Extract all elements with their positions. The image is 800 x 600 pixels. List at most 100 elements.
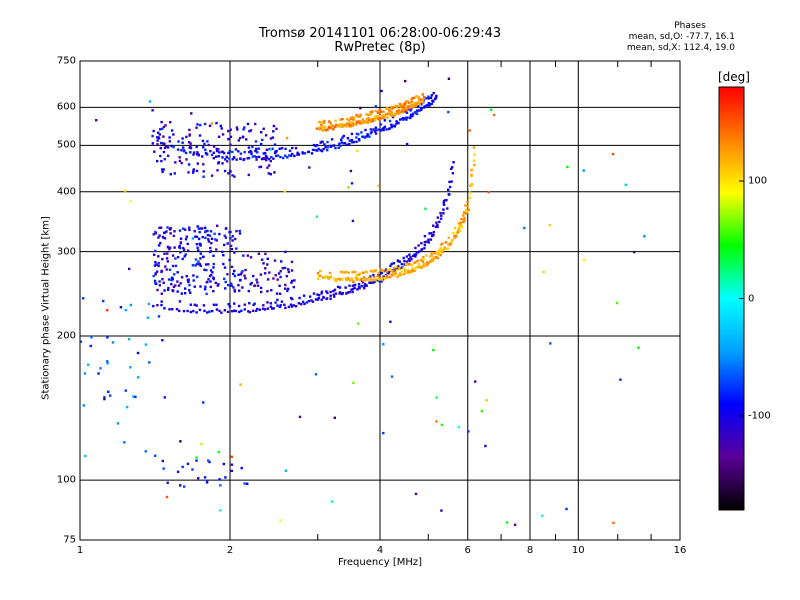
data-point	[386, 276, 389, 279]
data-point	[359, 122, 362, 125]
data-point	[406, 100, 409, 103]
data-point	[165, 257, 169, 260]
title-line-1: Tromsø 20141101 06:28:00-06:29:43	[258, 26, 502, 41]
data-point	[440, 509, 443, 512]
data-point	[230, 455, 233, 458]
data-point	[333, 295, 336, 298]
data-point	[144, 450, 147, 453]
data-point	[390, 262, 393, 266]
data-point	[198, 262, 201, 266]
data-point	[427, 95, 430, 98]
data-point	[435, 396, 438, 399]
data-point	[398, 260, 401, 263]
data-point	[268, 147, 271, 151]
data-point	[107, 390, 110, 393]
data-point	[231, 150, 234, 154]
data-point	[227, 283, 230, 287]
data-point	[378, 278, 381, 281]
data-point	[202, 146, 205, 149]
data-point	[203, 476, 207, 479]
data-point	[173, 172, 176, 175]
data-point	[217, 283, 220, 286]
data-point	[430, 259, 434, 263]
data-point	[249, 256, 253, 259]
data-point	[174, 257, 177, 260]
data-point	[409, 116, 412, 120]
data-point	[322, 147, 325, 151]
data-point	[364, 128, 367, 132]
data-point	[397, 121, 400, 125]
data-point	[244, 277, 247, 280]
data-point	[293, 279, 296, 282]
data-point	[382, 126, 385, 130]
data-point	[290, 260, 294, 264]
data-point	[296, 151, 299, 154]
data-point	[259, 165, 263, 168]
data-point	[153, 253, 156, 256]
data-point	[156, 136, 159, 139]
data-point	[161, 339, 164, 342]
data-point	[281, 267, 284, 270]
data-point	[156, 143, 159, 146]
data-point	[324, 146, 327, 149]
data-point	[179, 484, 182, 487]
data-point	[338, 123, 341, 126]
data-point	[169, 121, 172, 124]
data-point	[414, 266, 418, 269]
data-point	[168, 268, 172, 271]
data-point	[374, 115, 377, 118]
data-point	[397, 108, 401, 112]
data-point	[221, 150, 224, 153]
data-point	[409, 256, 412, 259]
data-point	[323, 125, 327, 128]
data-point	[271, 147, 274, 150]
data-point	[362, 279, 365, 282]
data-point	[377, 184, 380, 187]
data-point	[280, 300, 284, 303]
data-point	[548, 223, 552, 227]
data-point	[191, 237, 195, 240]
data-point	[391, 115, 395, 119]
data-point	[215, 248, 218, 251]
data-point	[167, 286, 170, 290]
data-point	[378, 280, 381, 283]
data-point	[290, 269, 294, 272]
data-point	[316, 149, 319, 152]
data-point	[162, 150, 166, 154]
data-point	[221, 156, 224, 159]
data-point	[332, 289, 335, 293]
data-point	[191, 171, 195, 174]
title-line-2: RwPretec (8p)	[334, 40, 426, 55]
data-point	[405, 260, 409, 263]
data-point	[226, 310, 230, 314]
data-point	[462, 220, 465, 224]
data-point	[158, 284, 161, 287]
data-point	[427, 262, 430, 265]
data-point	[269, 137, 273, 140]
data-point	[215, 149, 219, 153]
data-point	[195, 243, 199, 246]
data-point	[358, 272, 361, 275]
data-point	[360, 131, 363, 134]
data-point	[163, 237, 167, 240]
data-point	[256, 307, 259, 311]
data-point	[217, 451, 220, 454]
data-point	[201, 139, 205, 143]
data-point	[265, 156, 269, 159]
data-point	[303, 302, 306, 306]
data-point	[176, 271, 179, 274]
data-point	[257, 147, 260, 150]
data-point	[224, 236, 228, 239]
data-point	[436, 223, 439, 227]
data-point	[274, 274, 277, 277]
data-point	[202, 401, 205, 404]
data-point	[168, 308, 171, 311]
data-point	[439, 253, 442, 257]
data-point	[125, 405, 129, 409]
data-point	[395, 109, 399, 113]
data-point	[358, 139, 361, 142]
data-point	[341, 136, 344, 139]
data-point	[351, 284, 355, 288]
data-point	[116, 422, 120, 425]
data-point	[459, 223, 463, 226]
